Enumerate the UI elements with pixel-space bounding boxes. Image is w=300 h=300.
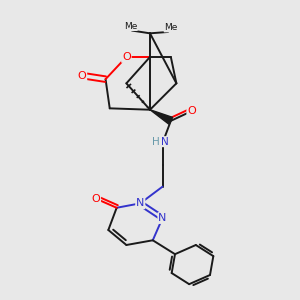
Text: Me: Me [124, 22, 137, 31]
Text: N: N [161, 137, 169, 147]
Text: Me: Me [164, 23, 178, 32]
Text: N: N [158, 213, 167, 223]
Text: O: O [78, 70, 86, 81]
Text: H: H [152, 137, 159, 147]
Text: O: O [92, 194, 100, 204]
Text: O: O [187, 106, 196, 116]
Text: O: O [122, 52, 131, 62]
Polygon shape [150, 110, 173, 124]
Text: N: N [136, 198, 145, 208]
